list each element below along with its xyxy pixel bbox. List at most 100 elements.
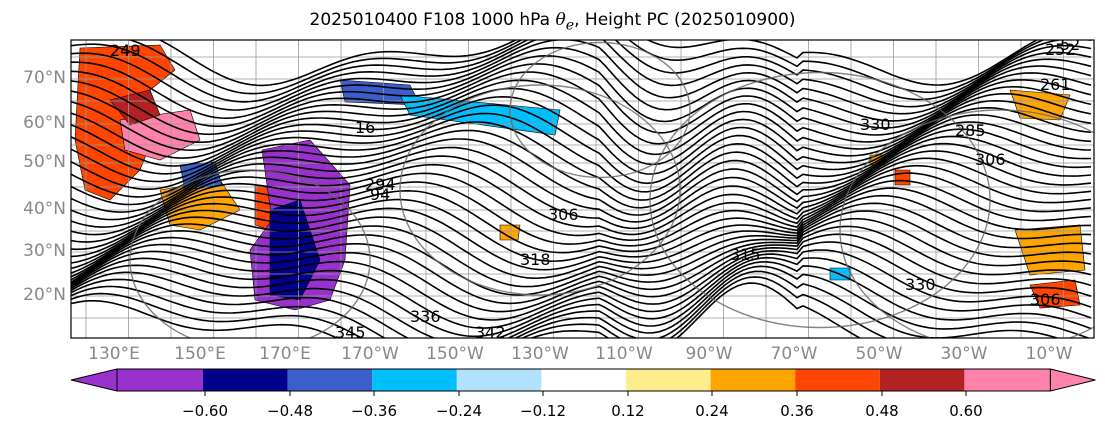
colorbar-bin (964, 369, 1051, 391)
colorbar-bin (456, 369, 542, 391)
lat-label: 70°N (23, 68, 66, 88)
colorbar-bin (287, 369, 373, 391)
theta-e-contour (71, 54, 1092, 136)
theta-e-contour (71, 233, 1092, 313)
theta-e-contour (71, 217, 1092, 296)
theta-e-contour (71, 135, 1092, 216)
lon-label: 30°W (940, 344, 988, 364)
lon-label: 150°W (426, 344, 484, 364)
colorbar-bin (203, 369, 288, 391)
lon-label: 170°E (259, 344, 311, 364)
theta-e-contour (71, 46, 1092, 127)
colorbar-bin (372, 369, 457, 391)
theta-e-contour (71, 40, 1092, 120)
height-contour (839, 109, 1094, 338)
colorbar-tick-label: −0.24 (436, 402, 482, 420)
theta-e-contour (71, 194, 1092, 271)
contour-label: 342 (475, 323, 506, 342)
theta-e-contour (71, 104, 1092, 185)
lon-label: 130°E (88, 344, 140, 364)
theta-e-contour (71, 276, 888, 338)
colorbar-tick-label: 0.12 (611, 402, 645, 420)
contour-label: 330 (905, 275, 936, 294)
lon-label: 90°W (685, 344, 733, 364)
lon-label: 150°E (174, 344, 226, 364)
theta-e-contour (71, 225, 1092, 305)
contour-label: 306 (1030, 290, 1061, 309)
contour-label: 16 (355, 118, 375, 137)
theta-e-contour (71, 157, 1092, 236)
lon-label: 50°W (855, 344, 903, 364)
theta-e-contour (71, 40, 1092, 103)
theta-e-contour (71, 256, 1092, 338)
contour-label: 249 (110, 41, 141, 60)
colorbar-tick-label: −0.12 (520, 402, 566, 420)
contour-label: 94 (370, 185, 390, 204)
colorbar-bin (626, 369, 711, 391)
lon-label: 170°W (341, 344, 399, 364)
theta-e-contours (71, 40, 1092, 338)
contour-label: 285 (955, 121, 986, 140)
theta-e-contour (71, 249, 1092, 329)
contour-label: 306 (548, 205, 579, 224)
lon-label: 10°W (1025, 344, 1073, 364)
colorbar-extend-max (1049, 368, 1096, 392)
height-contour (399, 84, 681, 296)
theta-e-contour (71, 179, 1092, 258)
lat-label: 40°N (23, 199, 66, 219)
theta-e-contour (71, 87, 1092, 167)
colorbar-tick-label: 0.48 (865, 402, 899, 420)
contour-label: 306 (975, 150, 1006, 169)
colorbar-tick-label: 0.36 (780, 402, 814, 420)
theta-e-contour (158, 40, 1039, 87)
colorbar-frame (116, 368, 1051, 392)
theta-e-contour (71, 40, 1092, 111)
contour-label: 330 (860, 115, 891, 134)
height-contour (129, 169, 371, 338)
theta-e-contour (71, 63, 1092, 143)
colorbar-bin (117, 369, 203, 391)
height-contours (129, 41, 1094, 338)
theta-e-contour (71, 265, 1091, 338)
colorbar-extend-min (70, 368, 118, 392)
theta-e-contour (71, 202, 1092, 280)
colorbar-bin (710, 369, 796, 391)
map-frame (70, 39, 1095, 339)
theta-e-contour (71, 142, 1092, 223)
height-contour (509, 41, 691, 179)
colorbar-tick-label: 0.24 (695, 402, 729, 420)
theta-e-contour (71, 270, 1060, 338)
theta-e-contour (71, 79, 1092, 159)
height-contour (649, 71, 991, 329)
theta-e-contour (71, 187, 1091, 264)
contour-label: 336 (410, 307, 441, 326)
lat-label: 20°N (23, 285, 66, 305)
colorbar-tick-label: 0.60 (949, 402, 983, 420)
theta-e-contour (71, 282, 862, 338)
colorbar-bin (795, 369, 880, 391)
plot-title: 2025010400 F108 1000 hPa θe, Height PC (… (309, 10, 796, 34)
theta-e-contour (71, 261, 1092, 338)
contour-label: 315 (730, 245, 761, 264)
theta-e-contour (71, 172, 1092, 251)
colorbar-tick-label: −0.60 (182, 402, 228, 420)
lon-label: 130°W (511, 344, 569, 364)
theta-e-contour (71, 210, 1092, 288)
theta-e-contour (71, 95, 1092, 175)
lat-label: 50°N (23, 152, 66, 172)
contour-label: 294 (365, 175, 396, 194)
theta-e-contour (71, 121, 1092, 201)
theta-e-contour (71, 150, 1092, 230)
theta-e-contour (71, 128, 1092, 209)
colorbar-tick-label: −0.48 (267, 402, 313, 420)
lon-label: 110°W (595, 344, 653, 364)
contour-label: 252 (1045, 40, 1076, 59)
lat-label: 30°N (23, 241, 66, 261)
theta-e-contour (71, 112, 1092, 193)
contour-label: 261 (1040, 75, 1071, 94)
lat-label: 60°N (23, 113, 66, 133)
lon-label: 70°W (770, 344, 818, 364)
